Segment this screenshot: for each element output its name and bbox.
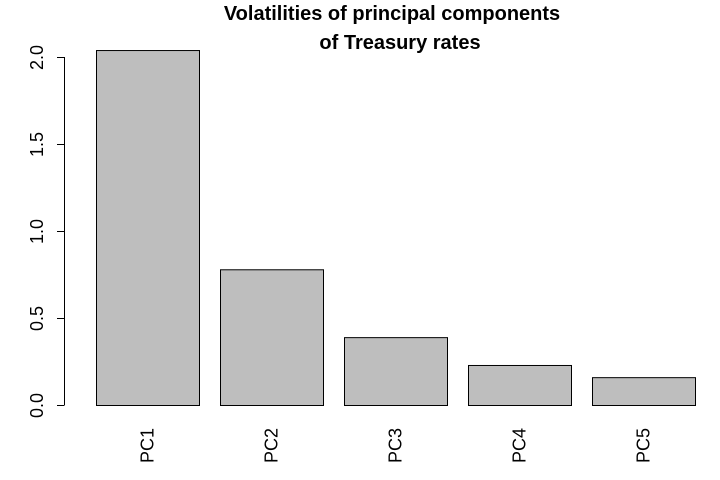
x-tick-label-pc3: PC3 bbox=[386, 428, 406, 463]
y-tick-label: 2.0 bbox=[27, 45, 47, 70]
bar-pc5 bbox=[592, 377, 696, 407]
bar-pc3 bbox=[344, 337, 448, 407]
chart-title-line-2: of Treasury rates bbox=[319, 32, 480, 54]
bar-pc4 bbox=[468, 364, 572, 407]
chart-title-line-1: Volatilities of principal components bbox=[224, 3, 560, 25]
bar-group bbox=[96, 50, 696, 407]
x-tick-label-pc5: PC5 bbox=[634, 428, 654, 463]
chart-title: Volatilities of principal components of … bbox=[224, 3, 560, 54]
bar-pc2 bbox=[220, 269, 324, 406]
bar-pc1 bbox=[96, 50, 200, 406]
y-tick-label: 0.0 bbox=[27, 393, 47, 418]
y-tick-label: 1.0 bbox=[27, 219, 47, 244]
y-tick-label: 0.5 bbox=[27, 306, 47, 331]
x-axis-labels: PC1 PC2 PC3 PC4 PC5 bbox=[138, 428, 654, 463]
x-tick-label-pc1: PC1 bbox=[138, 428, 158, 463]
x-tick-label-pc4: PC4 bbox=[510, 428, 530, 463]
y-tick-label: 1.5 bbox=[27, 132, 47, 157]
x-tick-label-pc2: PC2 bbox=[262, 428, 282, 463]
y-axis: 0.0 0.5 1.0 1.5 2.0 bbox=[27, 45, 65, 418]
